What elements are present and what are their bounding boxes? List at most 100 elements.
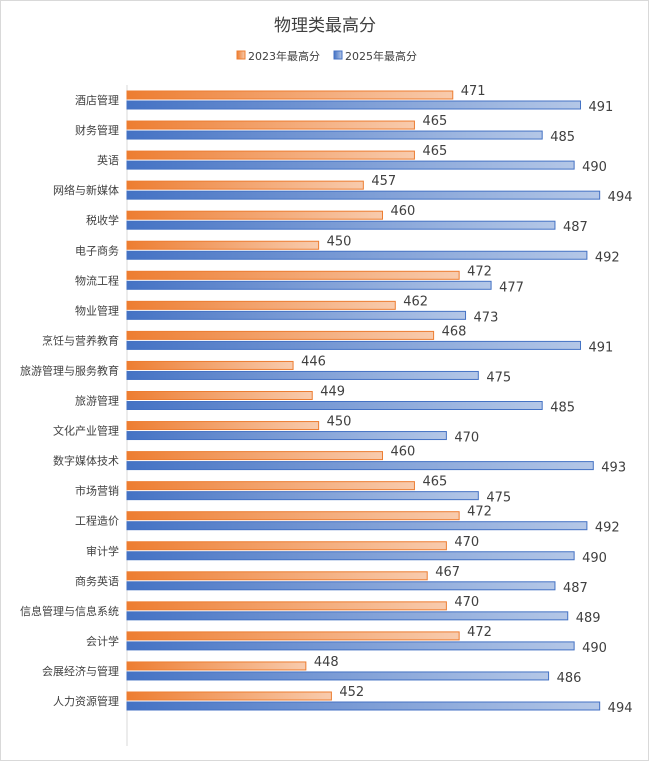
- data-label: 494: [608, 190, 633, 205]
- bar-2023: [126, 360, 294, 370]
- category-label: 会计学: [86, 634, 119, 648]
- data-label: 486: [557, 671, 582, 686]
- bar-2023: [126, 90, 454, 100]
- data-label: 487: [563, 220, 588, 235]
- bar-2023: [126, 451, 383, 461]
- legend-label: 2025年最高分: [345, 49, 417, 63]
- data-label: 450: [327, 415, 352, 430]
- bar-2023: [126, 180, 364, 190]
- data-label: 449: [320, 385, 345, 400]
- category-label: 数字媒体技术: [53, 454, 119, 468]
- data-label: 492: [595, 250, 620, 265]
- bar-2023: [126, 601, 447, 611]
- data-label: 473: [474, 310, 499, 325]
- data-label: 487: [563, 581, 588, 596]
- bar-2023: [126, 391, 313, 400]
- legend: 2023年最高分 2025年最高分: [236, 49, 417, 63]
- bar-2023: [126, 661, 307, 671]
- category-label: 商务英语: [75, 574, 119, 588]
- bar-2025: [126, 250, 588, 260]
- data-label: 465: [422, 144, 447, 159]
- data-label: 490: [582, 641, 607, 656]
- bar-2023: [126, 240, 320, 250]
- data-label: 470: [454, 431, 479, 446]
- legend-swatch: [236, 50, 246, 60]
- category-label: 财务管理: [75, 123, 119, 137]
- bar-2025: [126, 220, 556, 230]
- data-label: 460: [391, 204, 416, 219]
- data-label: 470: [454, 595, 479, 610]
- data-label: 491: [589, 100, 614, 115]
- bar-2025: [126, 641, 575, 651]
- category-label: 市场营销: [75, 484, 119, 498]
- legend-label: 2023年最高分: [248, 49, 320, 63]
- data-label: 494: [608, 701, 633, 716]
- data-label: 490: [582, 551, 607, 566]
- bar-2025: [126, 521, 588, 531]
- data-label: 457: [371, 174, 396, 189]
- data-label: 471: [461, 84, 486, 99]
- bar-2025: [126, 491, 479, 501]
- category-label: 物流工程: [75, 273, 119, 287]
- category-label: 信息管理与信息系统: [20, 604, 119, 618]
- bar-2025: [126, 340, 582, 350]
- data-label: 465: [422, 475, 447, 490]
- category-label: 旅游管理: [75, 394, 119, 408]
- bar-2023: [126, 541, 447, 551]
- category-label: 税收学: [86, 213, 119, 227]
- bar-2023: [126, 571, 428, 581]
- bar-2025: [126, 461, 594, 471]
- bar-2025: [126, 611, 569, 621]
- data-label: 477: [499, 280, 524, 295]
- category-label: 人力资源管理: [53, 694, 119, 708]
- bar-2025: [126, 310, 467, 320]
- data-label: 470: [454, 535, 479, 550]
- bar-2023: [126, 210, 383, 220]
- data-label: 472: [467, 264, 492, 279]
- bar-2025: [126, 431, 447, 441]
- data-label: 491: [589, 340, 614, 355]
- bar-2023: [126, 150, 415, 160]
- bar-2025: [126, 190, 601, 200]
- bar-2025: [126, 581, 556, 591]
- bar-2025: [126, 160, 575, 170]
- chart-title: 物理类最高分: [274, 16, 376, 36]
- data-label: 490: [582, 160, 607, 175]
- data-label: 448: [314, 655, 339, 670]
- bar-2025: [126, 280, 492, 290]
- data-label: 485: [550, 401, 575, 416]
- category-label: 旅游管理与服务教育: [20, 363, 119, 377]
- bar-2023: [126, 481, 415, 491]
- data-label: 446: [301, 354, 326, 369]
- bar-2023: [126, 511, 460, 521]
- data-label: 475: [486, 491, 511, 506]
- data-label: 462: [403, 294, 428, 309]
- data-label: 450: [327, 234, 352, 249]
- bar-2023: [126, 421, 320, 431]
- bar-2025: [126, 370, 479, 380]
- bar-2023: [126, 120, 415, 130]
- bar-2025: [126, 671, 550, 681]
- category-label: 文化产业管理: [53, 424, 119, 438]
- data-label: 475: [486, 370, 511, 385]
- data-label: 472: [467, 505, 492, 520]
- bar-2023: [126, 270, 460, 280]
- legend-swatch: [333, 50, 343, 60]
- data-label: 468: [442, 324, 467, 339]
- category-label: 工程造价: [75, 514, 119, 528]
- category-label: 网络与新媒体: [53, 183, 119, 197]
- category-label: 酒店管理: [75, 93, 119, 107]
- bar-2025: [126, 100, 582, 110]
- bar-2025: [126, 551, 575, 561]
- data-label: 460: [391, 445, 416, 460]
- bar-2023: [126, 300, 396, 310]
- category-label: 烹饪与营养教育: [42, 333, 119, 347]
- bar-2025: [126, 401, 543, 410]
- data-label: 485: [550, 130, 575, 145]
- data-label: 489: [576, 611, 601, 626]
- category-label: 电子商务: [75, 243, 119, 257]
- bar-2023: [126, 330, 435, 340]
- bar-2023: [126, 631, 460, 641]
- data-label: 465: [422, 114, 447, 129]
